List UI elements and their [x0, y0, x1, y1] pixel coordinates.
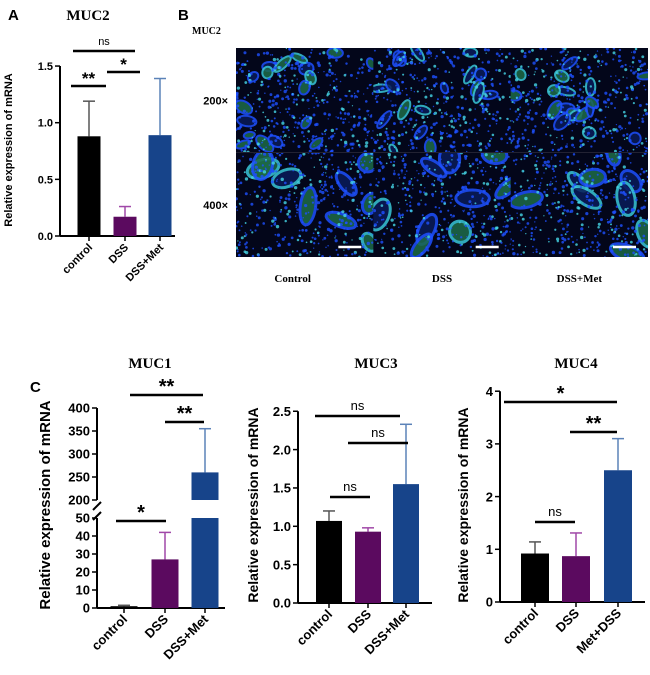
x-tick-label: control [499, 606, 541, 648]
bar-DSS [151, 559, 179, 608]
bar-control [77, 136, 101, 236]
y-tick-label: 20 [76, 565, 90, 580]
y-tick-label: 1.0 [38, 118, 53, 130]
bar-DSS [562, 556, 590, 602]
bar-DSS+Met [393, 484, 419, 603]
y-tick-label: 0 [486, 595, 493, 610]
chart-title: MUC3 [354, 356, 397, 372]
y-tick-label: 30 [76, 547, 90, 562]
y-tick-label: 350 [68, 424, 90, 439]
y-axis-label: Relative expression of mRNA [245, 407, 261, 602]
x-tick-label: control [60, 242, 95, 277]
y-tick-label: 4 [486, 384, 494, 399]
micrograph-title: MUC2 [192, 26, 221, 37]
y-tick-label: 0.5 [273, 557, 291, 572]
x-tick-label: DSS [345, 606, 375, 636]
significance-label: * [137, 502, 145, 524]
micrograph-tile [373, 152, 511, 257]
y-tick-label: 50 [76, 511, 90, 526]
significance-label: * [557, 383, 565, 405]
y-tick-label: 2.5 [273, 404, 291, 419]
y-tick-label: 400 [68, 401, 90, 416]
micrograph-panel: MUC2 200× 400× Control DSS DSS+Met [192, 26, 648, 285]
x-tick-label: control [88, 612, 130, 654]
y-tick-label: 3 [486, 437, 493, 452]
y-tick-label: 0 [83, 601, 90, 616]
bar-chart-muc4: MUC4 Relative expression of mRNA 0 1 2 3 4 cont… [455, 356, 645, 656]
bar-control [316, 520, 342, 603]
chart-title: MUC4 [554, 356, 598, 372]
x-tick-label: DSS+Met [124, 241, 167, 284]
bar-chart-muc1: MUC1 Relative expression of mRNA 0 10 20 30 40… [37, 356, 225, 662]
y-axis-label: Relative expression of mRNA [3, 73, 15, 226]
significance-label: * [120, 55, 127, 74]
y-tick-label: 0.0 [38, 231, 53, 243]
x-tick-label: control [293, 607, 335, 649]
y-tick-label: 2 [486, 489, 493, 504]
significance-label: ns [98, 36, 110, 48]
column-label: Control [274, 273, 310, 285]
bar-control [110, 606, 138, 608]
bar-DSS+Met [148, 135, 172, 236]
bar-DSS+Met-upper [191, 472, 219, 500]
significance-label: ** [159, 376, 175, 398]
significance-label: ns [371, 425, 385, 440]
y-axis-label: Relative expression of mRNA [37, 400, 54, 609]
y-tick-label: 250 [68, 470, 90, 485]
y-tick-label: 1.5 [38, 61, 53, 73]
significance-label: ** [586, 413, 602, 435]
y-tick-label: 40 [76, 529, 90, 544]
chart-title: MUC1 [128, 356, 171, 372]
y-tick-label: 1.0 [273, 519, 291, 534]
significance-label: ns [548, 504, 562, 519]
panel-label-a: A [8, 7, 19, 24]
x-tick-label: DSS [107, 242, 131, 266]
significance-label: ns [351, 398, 365, 413]
micrograph-tile [510, 48, 648, 153]
micrograph-tile [236, 152, 374, 257]
column-label: DSS [432, 273, 452, 285]
y-tick-label: 200 [68, 493, 90, 508]
y-axis-label: Relative expression of mRNA [455, 407, 471, 602]
panel-label-b: B [178, 7, 189, 24]
bar-DSS+Met [191, 518, 219, 608]
y-tick-label: 10 [76, 583, 90, 598]
micrograph-tile [373, 48, 511, 153]
bar-DSS [355, 531, 381, 603]
y-tick-label: 2.0 [273, 442, 291, 457]
chart-title: MUC2 [66, 8, 109, 24]
significance-label: ** [82, 69, 96, 88]
y-tick-label: 0.5 [38, 174, 53, 186]
bar-control [521, 553, 549, 602]
y-tick-label: 300 [68, 447, 90, 462]
y-tick-label: 0.0 [273, 596, 291, 611]
y-tick-label: 1 [486, 542, 493, 557]
row-label: 400× [203, 200, 228, 212]
x-tick-label: Met+DSS [573, 605, 624, 656]
y-tick-label: 1.5 [273, 481, 291, 496]
column-label: DSS+Met [557, 273, 603, 285]
micrograph-tile [236, 48, 374, 153]
x-tick-label: DSS [553, 605, 583, 635]
axis-break-mark [92, 501, 102, 511]
x-tick-label: DSS [142, 611, 172, 641]
bar-DSS [113, 216, 137, 236]
bar-chart-muc3: MUC3 Relative expression of mRNA 0.0 0.5 1.0… [245, 356, 432, 657]
bar-chart-muc2: MUC2 Relative expression of mRNA 0.0 0.5 1.0… [3, 8, 175, 284]
significance-label: ns [343, 479, 357, 494]
significance-label: ** [177, 403, 193, 425]
panel-label-c: C [30, 379, 41, 396]
row-label: 200× [203, 95, 228, 107]
x-tick-label: DSS+Met [160, 611, 211, 662]
micrograph-tile [510, 152, 648, 257]
bar-Met+DSS [604, 470, 632, 602]
